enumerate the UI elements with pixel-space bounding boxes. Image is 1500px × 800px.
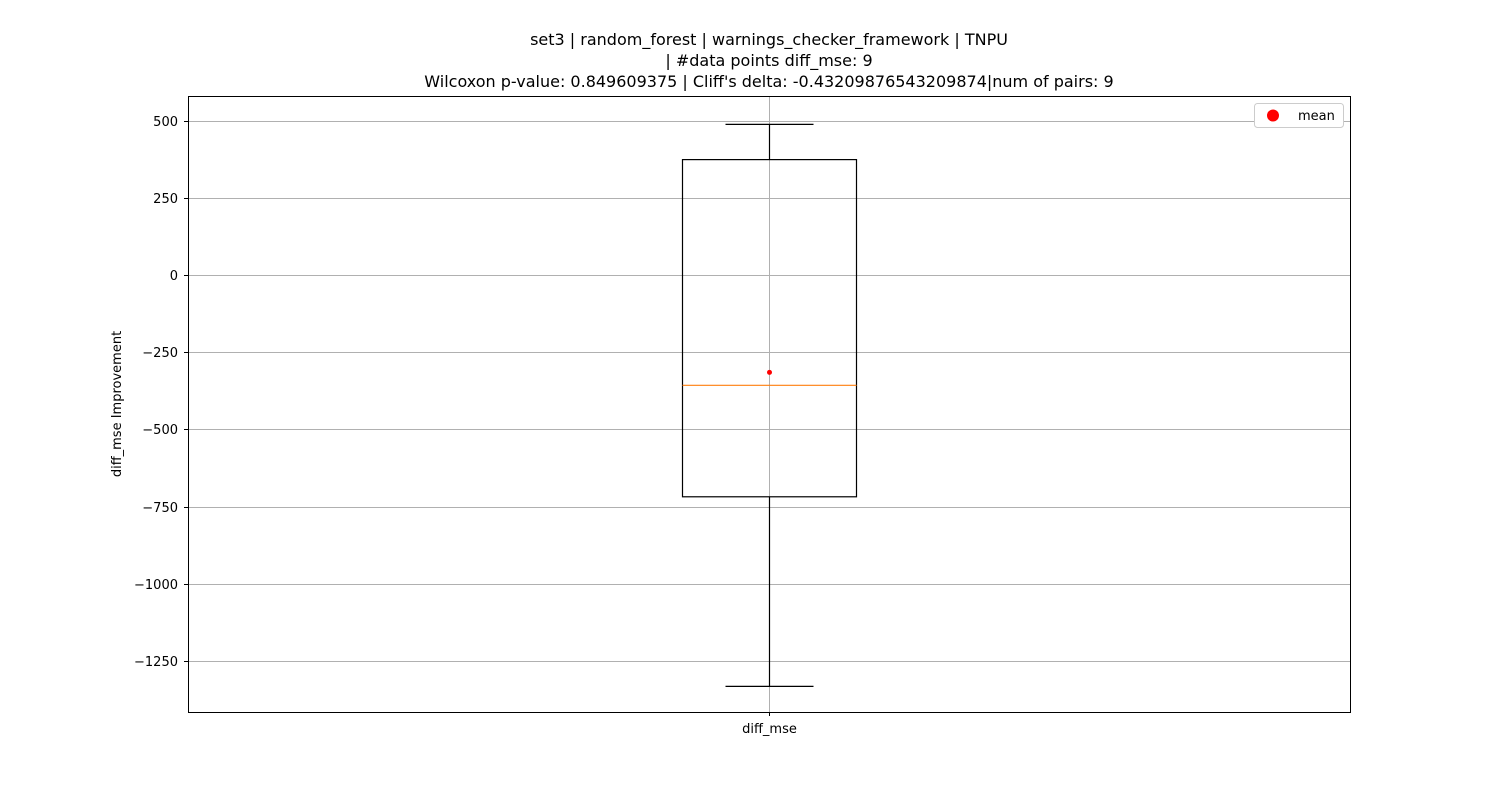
y-tick-label: −500 — [142, 423, 178, 438]
axis-layer: 500 250 0 −250 −500 −750 −1000 −1250 diff_mse — [134, 115, 797, 737]
y-tick-label: −750 — [142, 501, 178, 516]
y-tick-label: −250 — [142, 346, 178, 361]
y-tick-label: −1250 — [134, 655, 178, 670]
y-tick-label: 500 — [153, 115, 178, 130]
y-tick-label: 250 — [153, 192, 178, 207]
legend-mean-marker — [1267, 110, 1279, 122]
y-tick-label: −1000 — [134, 578, 178, 593]
mean-marker — [767, 370, 772, 375]
x-tick-label: diff_mse — [742, 722, 797, 737]
y-axis-label: diff_mse Improvement — [110, 331, 125, 477]
legend-mean-label: mean — [1298, 109, 1335, 124]
legend: mean — [1255, 104, 1344, 128]
y-tick-label: 0 — [170, 269, 178, 284]
